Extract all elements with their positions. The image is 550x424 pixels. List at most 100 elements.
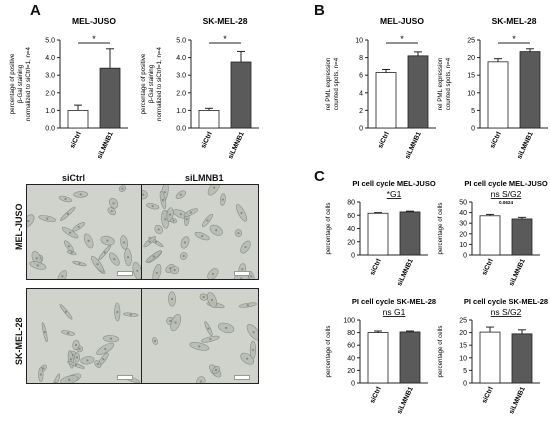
x-tick-label: siCtrl	[489, 131, 503, 150]
cell-nucleus	[221, 198, 224, 201]
cell-nucleus	[173, 268, 176, 272]
x-tick-label: siCtrl	[481, 386, 495, 405]
cell-nucleus	[136, 269, 139, 272]
cell-nucleus	[155, 271, 158, 275]
significance-mark: *	[92, 34, 96, 44]
cell-nucleus	[152, 255, 155, 258]
cell-nucleus	[172, 219, 175, 222]
cell-nucleus	[121, 187, 124, 190]
cell-nucleus	[214, 368, 218, 372]
y-axis-label: counted spots, n=4	[333, 57, 340, 110]
cell-nucleus	[225, 326, 228, 329]
y-axis-label: rel PML expression	[437, 57, 444, 110]
cell-nucleus	[211, 272, 215, 276]
y-tick-label: 0.0	[176, 126, 186, 133]
micrograph-sk-mel-28-ctrl	[26, 288, 142, 384]
cell-nucleus	[116, 310, 119, 314]
cell-nucleus	[96, 263, 99, 266]
micro-col-label-ctrl: siCtrl	[62, 173, 86, 183]
y-axis-label: normalized to siCtrl=1, n=4	[25, 46, 32, 121]
y-tick-label: 10	[355, 38, 363, 45]
cell-nucleus	[163, 191, 166, 194]
y-tick-label: 2	[359, 108, 363, 115]
y-tick-label: 5	[463, 368, 467, 375]
y-tick-label: 20	[459, 330, 467, 337]
cell-nucleus	[27, 219, 30, 223]
micrograph-mel-juso-ctrl	[26, 184, 142, 280]
y-tick-label: 2.0	[176, 90, 186, 97]
cell-nucleus	[237, 231, 240, 235]
cell-nucleus	[142, 193, 145, 196]
cell-nucleus	[35, 257, 38, 260]
y-axis-label: percentage of positive	[9, 53, 16, 114]
y-tick-label: 5	[471, 108, 475, 115]
x-tick-label: siLMNB1	[508, 258, 527, 288]
micrograph-mel-juso-lmnb1-cells	[142, 185, 255, 279]
x-tick-label: siLMNB1	[508, 386, 527, 416]
cell-nucleus	[74, 363, 78, 367]
x-tick-label: siLMNB1	[396, 258, 415, 288]
cell-nucleus	[64, 197, 67, 201]
cell	[207, 268, 219, 279]
x-tick-label: siCtrl	[369, 258, 383, 277]
chart-c-sk-mel-28-g1: PI cell cycle SK-MEL-28 percentage of cel…	[318, 294, 436, 419]
cell-nucleus	[67, 245, 70, 248]
cell-nucleus	[151, 205, 154, 208]
y-tick-label: 0.0	[45, 126, 55, 133]
cell-nucleus	[36, 264, 39, 267]
y-tick-label: 5.0	[176, 38, 186, 45]
y-tick-label: 40	[347, 355, 355, 362]
micrograph-sk-mel-28-ctrl-cells	[38, 302, 141, 383]
cell-nucleus	[241, 268, 244, 271]
cell-nucleus	[183, 241, 187, 244]
scale-bar	[234, 375, 250, 380]
cell-nucleus	[64, 310, 68, 313]
bar-sictrl	[367, 212, 389, 256]
x-tick-label: siLMNB1	[96, 131, 115, 161]
chart-title: MEL-JUSO	[72, 16, 116, 26]
cell-nucleus	[96, 362, 99, 366]
cell-nucleus	[129, 313, 132, 316]
scale-bar	[234, 271, 250, 276]
y-tick-label: 6	[359, 73, 363, 80]
cell-nucleus	[69, 231, 72, 234]
cell-nucleus	[106, 239, 109, 242]
y-tick-label: 25	[459, 318, 467, 325]
cell-nucleus	[209, 338, 212, 341]
y-tick-label: 80	[347, 330, 355, 337]
cell-nucleus	[103, 251, 106, 254]
x-tick-label: siCtrl	[369, 386, 383, 405]
cell-nucleus	[153, 339, 157, 343]
cell-nucleus	[104, 347, 107, 351]
y-tick-label: 20	[459, 231, 467, 238]
bar-silmnb1	[399, 331, 421, 384]
cell-nucleus	[201, 235, 204, 238]
chart-c-mel-juso-g1: PI cell cycle MEL-JUSO percentage of cell…	[318, 176, 436, 291]
y-axis-label: percentage of positive	[140, 53, 147, 114]
bar-silmnb1	[99, 67, 121, 129]
cell-nucleus	[66, 212, 69, 215]
cell-nucleus	[240, 211, 243, 215]
cell-nucleus	[126, 256, 130, 259]
cell-nucleus	[199, 380, 203, 383]
panel-letter-c: C	[314, 168, 325, 185]
chart-svg: PI cell cycle SK-MEL-28 percentage of cel…	[325, 297, 436, 415]
y-tick-label: 4.0	[176, 55, 186, 62]
cell-nucleus	[74, 343, 78, 347]
cell-nucleus	[61, 275, 64, 278]
cell-nucleus	[67, 331, 70, 335]
x-tick-label: siCtrl	[200, 131, 214, 150]
y-tick-label: 15	[467, 73, 475, 80]
y-tick-label: 0	[463, 381, 467, 388]
y-axis-label: percentage of cells	[437, 326, 444, 378]
y-tick-label: 0	[359, 126, 363, 133]
chart-svg: MEL-JUSO rel PML expression counted spots,…	[325, 16, 436, 160]
bar-silmnb1	[511, 218, 533, 256]
cell-nucleus	[157, 228, 160, 231]
chart-b-mel-juso: MEL-JUSO rel PML expression counted spots,…	[318, 14, 436, 164]
bar-sictrl	[67, 110, 89, 129]
chart-svg: SK-MEL-28 percentage of positive β-Gal sta…	[140, 16, 259, 160]
cell-nucleus	[246, 357, 249, 360]
x-tick-label: siLMNB1	[516, 131, 535, 161]
cell-nucleus	[69, 358, 72, 361]
